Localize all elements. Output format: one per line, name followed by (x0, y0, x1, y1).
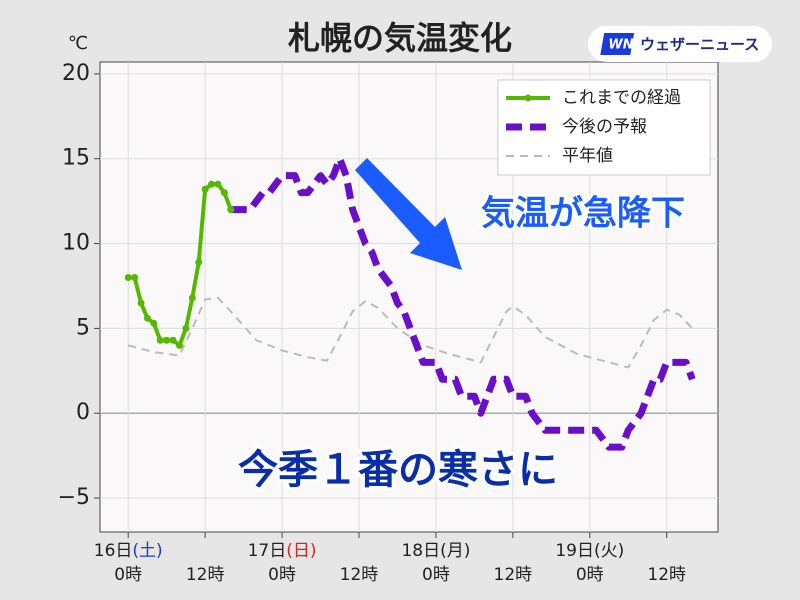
day-label: 17日(日) (248, 541, 317, 561)
point (163, 336, 171, 344)
point (169, 336, 177, 344)
legend-marker (524, 94, 532, 102)
x-tick-label: 0時 (114, 565, 142, 585)
day-label: 19日(火) (555, 541, 624, 561)
point (150, 319, 158, 327)
point (214, 180, 222, 188)
point (220, 189, 228, 197)
annotation: 今季１番の寒さに (238, 447, 558, 493)
day: 16日 (94, 541, 133, 561)
point (201, 185, 209, 193)
logo: WN ウェザーニュース (588, 26, 772, 62)
legend-label: 平年値 (562, 146, 613, 166)
logo-badge (588, 26, 772, 62)
x-tick-label: 0時 (422, 565, 450, 585)
y-tick-label: 10 (62, 231, 90, 256)
x-tick-label: 0時 (576, 565, 604, 585)
point (156, 336, 164, 344)
point (227, 206, 235, 214)
point (208, 180, 216, 188)
point (124, 273, 132, 281)
day-label: 16日(土) (94, 541, 163, 561)
y-tick-label: −5 (58, 485, 90, 510)
weekday: (月) (440, 541, 470, 561)
logo-mark: WN (608, 38, 633, 53)
arrow (355, 158, 462, 270)
annotation: 気温が急降下 (481, 194, 685, 234)
legend-label: これまでの経過 (562, 88, 681, 108)
logo-text: ウェザーニュース (640, 36, 759, 54)
weekday: (土) (132, 541, 162, 561)
day: 19日 (555, 541, 594, 561)
series-line (127, 296, 694, 369)
series-line (230, 155, 696, 451)
day: 18日 (401, 541, 440, 561)
x-tick-label: 0時 (268, 565, 296, 585)
weekday: (火) (594, 541, 624, 561)
x-tick-label: 12時 (494, 565, 533, 585)
point (195, 258, 203, 266)
x-tick-label: 12時 (340, 565, 379, 585)
weekday: (日) (286, 541, 316, 561)
logo-mark-bg (600, 33, 635, 55)
unit-label: ℃ (68, 33, 88, 54)
point (143, 314, 151, 322)
x-tick-label: 12時 (186, 565, 225, 585)
day-label: 18日(月) (401, 541, 470, 561)
y-tick-label: 0 (76, 400, 90, 425)
point (188, 294, 196, 302)
legend-label: 今後の予報 (562, 117, 647, 137)
y-tick-label: 15 (62, 146, 90, 171)
point (131, 273, 139, 281)
y-tick-label: 20 (62, 61, 90, 86)
x-tick-label: 12時 (647, 565, 686, 585)
point (182, 324, 190, 332)
y-tick-label: 5 (76, 315, 90, 340)
chart-title: 札幌の気温変化 (288, 19, 512, 57)
point (175, 341, 183, 349)
day: 17日 (248, 541, 287, 561)
series-group (124, 155, 696, 451)
point (137, 299, 145, 307)
